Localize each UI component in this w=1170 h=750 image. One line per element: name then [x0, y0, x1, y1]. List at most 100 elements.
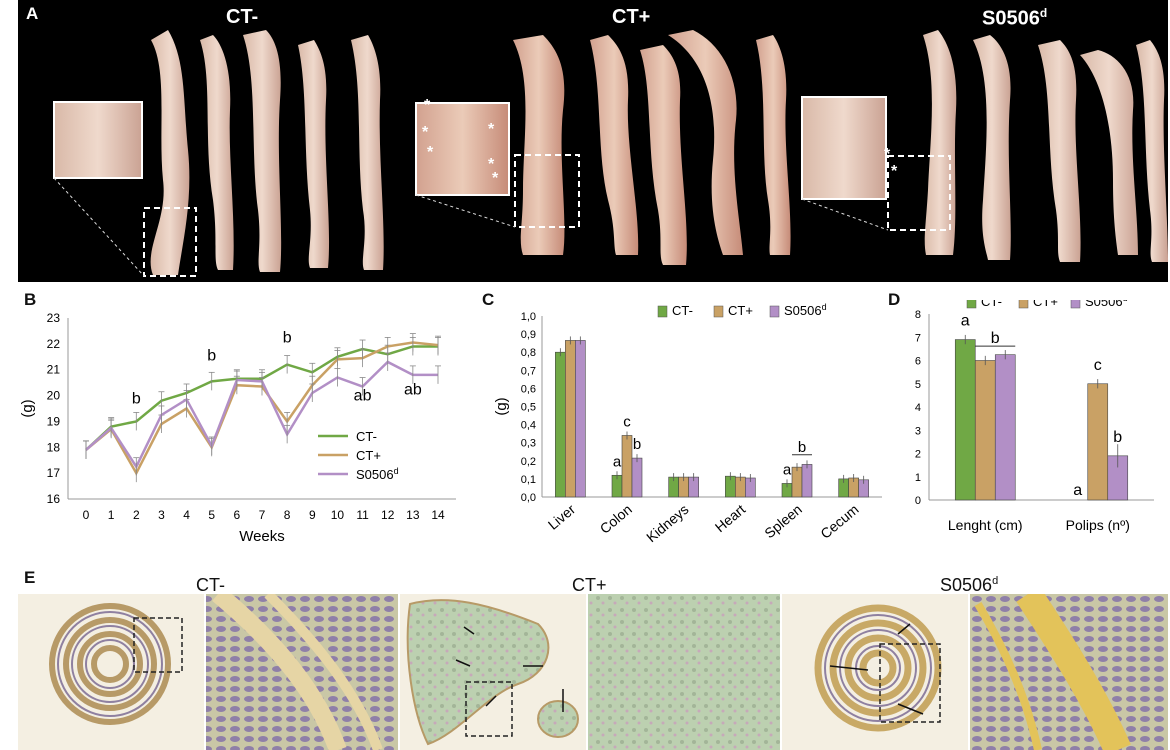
specimen — [756, 35, 791, 255]
b-ytick-19: 19 — [47, 414, 61, 428]
asterisk-mark-3: * — [488, 121, 495, 138]
d-ytick-8: 8 — [915, 309, 921, 321]
c-ytick-1: 0,1 — [521, 474, 536, 486]
b-xtick-7: 7 — [259, 508, 266, 522]
specimen — [200, 35, 234, 270]
c-annotation-0: a — [613, 453, 622, 470]
panel-a-title-s0506: S0506d — [982, 6, 1048, 30]
c-bar-2-1 — [631, 457, 643, 498]
d-ytick-3: 3 — [915, 425, 921, 437]
asterisk-mark-6: * — [884, 146, 891, 163]
b-annotation-3: ab — [354, 388, 372, 405]
panel-label-c: C — [482, 290, 495, 309]
c-ytick-2: 0,2 — [521, 456, 536, 468]
specimen — [243, 30, 282, 272]
panel-label-a: A — [26, 4, 39, 23]
b-xtick-3: 3 — [158, 508, 165, 522]
b-ylabel: (g) — [19, 399, 36, 417]
b-xtick-14: 14 — [431, 508, 445, 522]
asterisk-mark-5: * — [492, 170, 499, 187]
histology-zoom-ct-plus — [588, 594, 780, 750]
d-ytick-6: 6 — [915, 356, 921, 368]
b-annotation-1: b — [207, 348, 216, 365]
polyp-tissue — [406, 599, 550, 746]
specimen — [150, 30, 190, 275]
b-legend-label-2: S0506d — [356, 466, 399, 482]
d-bar-1-1 — [1087, 383, 1109, 501]
d-bar-0-0 — [954, 339, 976, 501]
b-xtick-0: 0 — [83, 508, 90, 522]
specimen — [1038, 40, 1081, 262]
c-bar-2-4 — [801, 464, 813, 498]
c-ylabel: (g) — [493, 397, 510, 415]
b-ytick-23: 23 — [47, 311, 61, 325]
c-category-label-4: Spleen — [761, 501, 805, 541]
d-legend-swatch-0 — [966, 300, 977, 309]
b-ytick-16: 16 — [47, 492, 61, 506]
specimen — [590, 35, 639, 255]
c-ytick-0: 0,0 — [521, 492, 536, 504]
specimen — [973, 35, 1011, 260]
c-ytick-10: 1,0 — [521, 311, 536, 323]
c-bar-2-0 — [575, 340, 586, 498]
panel-label-b: B — [24, 290, 37, 309]
d-ytick-2: 2 — [915, 449, 921, 461]
c-category-label-0: Liver — [545, 501, 579, 533]
specimen — [351, 35, 384, 270]
panel-e-title-s0506: S0506d — [940, 575, 999, 595]
d-legend-label-1: CT+ — [1033, 300, 1058, 309]
c-bar-1-0 — [565, 340, 576, 498]
b-annotation-2: b — [283, 330, 292, 347]
b-annotation-0: b — [132, 390, 141, 407]
b-series-line-1 — [85, 341, 439, 476]
b-xtick-11: 11 — [356, 508, 369, 522]
d-ytick-5: 5 — [915, 379, 921, 391]
c-legend-swatch-1 — [713, 305, 724, 318]
b-ytick-17: 17 — [47, 466, 61, 480]
d-annotation-1: b — [991, 330, 1000, 347]
c-category-label-1: Colon — [597, 501, 635, 537]
c-bar-1-4 — [791, 466, 803, 498]
c-category-label-2: Kidneys — [643, 501, 691, 545]
specimen — [640, 45, 687, 265]
d-annotation-4: b — [1113, 429, 1122, 446]
specimen — [923, 30, 957, 255]
b-xtick-1: 1 — [108, 508, 115, 522]
b-xlabel: Weeks — [239, 528, 285, 545]
d-ytick-0: 0 — [915, 495, 921, 507]
specimen — [1136, 40, 1168, 262]
panel-c-bar-chart: 0,0 0,1 0,2 0,3 0,4 0,5 0,6 0,7 0,8 0,9 1,0 (g) Live… — [493, 302, 882, 545]
c-ytick-8: 0,8 — [521, 347, 536, 359]
specimen — [298, 40, 330, 268]
c-ytick-4: 0,4 — [521, 420, 536, 432]
b-legend-label-1: CT+ — [356, 448, 381, 463]
specimen — [1080, 50, 1138, 255]
b-xtick-13: 13 — [406, 508, 420, 522]
d-annotation-0: a — [961, 313, 970, 330]
c-bar-1-1 — [621, 435, 633, 498]
panel-label-d: D — [888, 290, 901, 309]
b-xtick-6: 6 — [234, 508, 241, 522]
b-annotation-4: ab — [404, 381, 422, 398]
c-ytick-7: 0,7 — [521, 365, 536, 377]
b-xtick-5: 5 — [208, 508, 215, 522]
panel-a-photo: * * * * * * * * — [18, 0, 1168, 282]
d-legend-swatch-2 — [1070, 300, 1081, 309]
d-ytick-7: 7 — [915, 332, 921, 344]
c-ytick-6: 0,6 — [521, 383, 536, 395]
d-legend-swatch-1 — [1018, 300, 1029, 309]
asterisk-mark-0: * — [424, 97, 431, 114]
b-xtick-9: 9 — [309, 508, 316, 522]
d-bar-2-0 — [994, 354, 1016, 501]
c-legend-label-0: CT- — [672, 303, 693, 318]
panel-e-title-ct-minus: CT- — [196, 575, 225, 595]
b-ytick-22: 22 — [47, 337, 61, 351]
d-annotation-2: a — [1073, 482, 1082, 499]
c-ytick-9: 0,9 — [521, 329, 536, 341]
swiss-roll-ct-minus — [49, 603, 171, 725]
d-bar-1-0 — [974, 360, 996, 501]
b-ytick-20: 20 — [47, 389, 61, 403]
panel-e-histology — [18, 594, 1168, 750]
b-xtick-4: 4 — [183, 508, 190, 522]
